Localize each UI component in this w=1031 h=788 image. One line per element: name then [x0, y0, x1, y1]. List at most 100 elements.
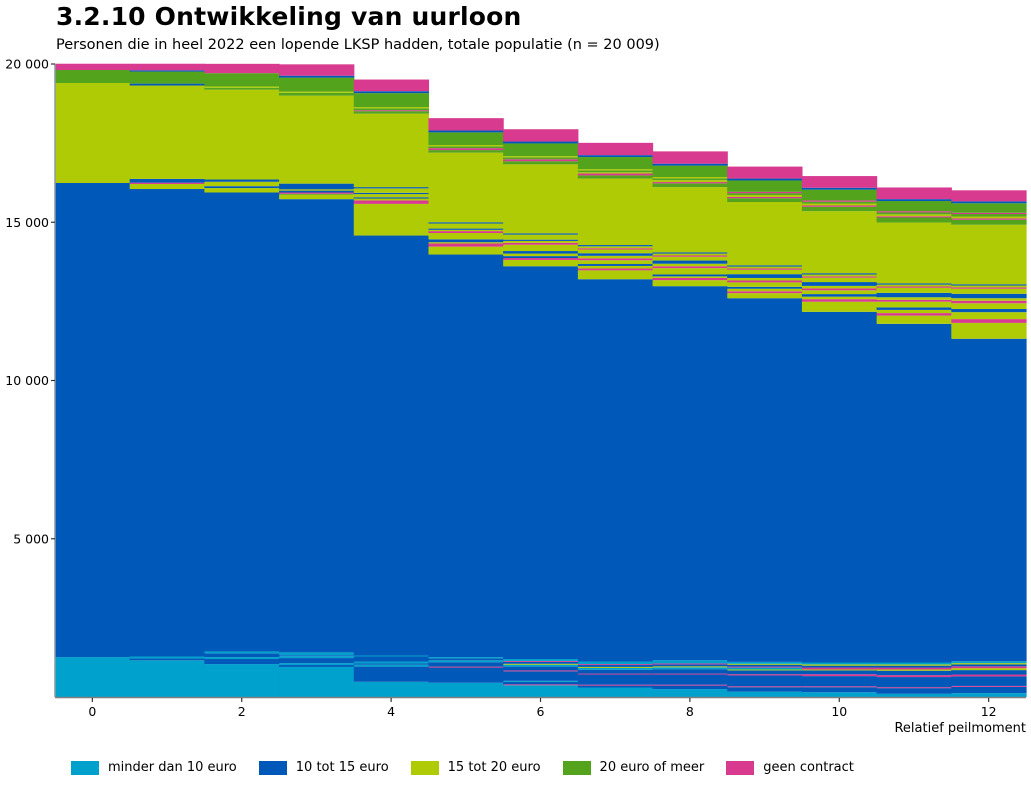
band-E-x10	[801, 299, 878, 302]
band-B-x3	[279, 658, 355, 664]
band-A-x3	[279, 663, 355, 666]
band-B-x8	[652, 685, 728, 690]
band-E-x11	[876, 187, 952, 200]
band-C-x2	[204, 188, 280, 193]
band-D-x6	[503, 143, 579, 157]
band-B-x5	[428, 222, 504, 224]
band-C-x4	[353, 113, 430, 188]
band-C-x12	[951, 322, 1027, 339]
legend-label: 15 tot 20 euro	[447, 760, 541, 775]
band-B-x2	[204, 192, 280, 652]
band-C-x4	[353, 203, 430, 236]
band-C-x5	[428, 233, 504, 240]
band-E-x10	[801, 276, 878, 278]
band-B-x4	[353, 197, 430, 199]
y-tick-label: 10 000	[5, 373, 49, 388]
band-B-x11	[876, 677, 952, 688]
band-B-x1	[129, 189, 205, 657]
band-B-x12	[951, 670, 1027, 675]
band-C-x12	[951, 303, 1027, 309]
band-B-x4	[353, 187, 430, 189]
band-B-x7	[577, 674, 654, 685]
band-C-x6	[503, 244, 579, 252]
band-C-x6	[503, 259, 579, 267]
band-B-x7	[577, 685, 654, 688]
band-C-x4	[353, 107, 430, 109]
band-E-x11	[876, 667, 952, 670]
band-E-x5	[428, 148, 504, 151]
band-E-x9	[727, 166, 803, 179]
band-C-x12	[951, 668, 1027, 671]
band-C-x7	[577, 255, 654, 259]
band-C-x10	[801, 301, 878, 312]
band-C-x6	[503, 234, 579, 240]
band-B-x12	[951, 338, 1027, 662]
band-D-x8	[652, 183, 728, 188]
band-B-x8	[652, 669, 728, 674]
band-C-x5	[428, 246, 504, 255]
band-B-x2	[204, 186, 280, 189]
band-C-x12	[951, 285, 1027, 288]
band-B-x9	[727, 298, 803, 662]
band-B-x6	[503, 661, 579, 664]
band-C-x5	[428, 145, 504, 147]
band-E-x4	[353, 200, 430, 204]
band-C-x7	[577, 249, 654, 254]
band-B-x7	[577, 669, 654, 674]
band-E-x6	[503, 660, 579, 662]
band-C-x9	[727, 277, 803, 281]
band-B-x3	[279, 190, 355, 193]
band-B-x4	[353, 656, 430, 662]
band-B-x11	[876, 199, 952, 202]
band-A-x8	[652, 689, 728, 697]
band-B-x5	[428, 658, 504, 661]
band-A-x11	[876, 662, 952, 665]
band-E-x8	[652, 663, 728, 665]
band-C-x12	[951, 298, 1027, 301]
band-A-x1	[129, 660, 205, 697]
band-C-x7	[577, 172, 654, 174]
band-D-x5	[428, 132, 504, 146]
y-tick-label: 5 000	[13, 531, 49, 546]
band-D-x11	[876, 217, 952, 223]
band-B-x10	[801, 670, 878, 675]
band-E-x5	[428, 118, 504, 131]
band-E-x4	[353, 110, 430, 112]
band-B-x10	[801, 687, 878, 693]
band-A-x4	[353, 664, 430, 667]
band-A-x6	[503, 685, 579, 697]
band-B-x9	[727, 670, 803, 675]
band-D-x11	[876, 212, 952, 215]
band-B-x9	[727, 265, 803, 267]
band-E-x5	[428, 243, 504, 247]
band-B-x11	[876, 665, 952, 668]
band-B-x10	[801, 311, 878, 663]
band-E-x6	[503, 670, 579, 672]
band-B-x6	[503, 681, 579, 685]
band-A-x4	[353, 661, 430, 664]
band-A-x9	[727, 661, 803, 664]
band-E-x9	[727, 674, 803, 676]
band-E-x3	[279, 64, 355, 76]
band-D-x4	[353, 111, 430, 114]
band-A-x9	[727, 691, 803, 697]
band-D-x12	[951, 203, 1027, 213]
band-E-x9	[727, 268, 803, 270]
band-B-x12	[951, 201, 1027, 204]
band-C-x7	[577, 265, 654, 269]
band-B-x11	[876, 292, 952, 298]
band-E-x12	[951, 685, 1027, 687]
band-D-x8	[652, 165, 728, 177]
band-B-x7	[577, 264, 654, 266]
band-C-x6	[503, 240, 579, 243]
band-A-x6	[503, 680, 579, 682]
band-B-x12	[951, 308, 1027, 313]
band-E-x1	[129, 63, 205, 71]
band-E-x10	[801, 674, 878, 677]
y-axis-ticks: 5 000 10 000 15 000 20 000	[5, 57, 55, 546]
band-B-x3	[279, 75, 355, 78]
band-A-x10	[801, 692, 878, 697]
band-C-x9	[727, 201, 803, 266]
band-E-x11	[876, 313, 952, 316]
band-B-x7	[577, 155, 654, 158]
